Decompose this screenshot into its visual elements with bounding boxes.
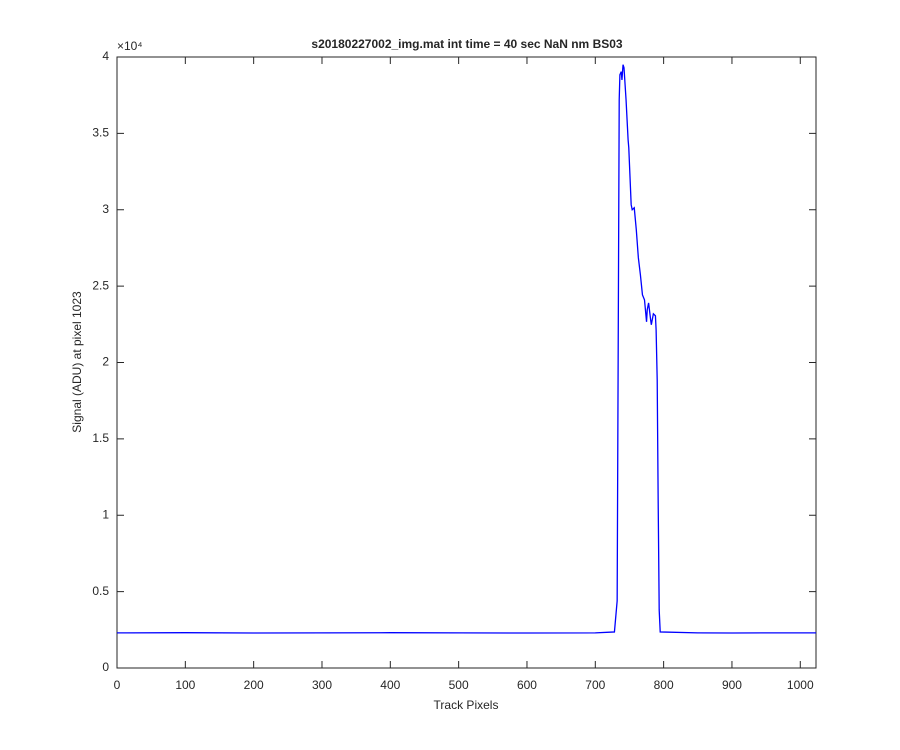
y-tick-label: 0 (102, 660, 109, 674)
y-tick-label: 3 (102, 202, 109, 216)
y-tick-label: 0.5 (92, 584, 109, 598)
x-tick-label: 900 (722, 678, 742, 692)
data-line (116, 64, 816, 634)
plot-area (116, 56, 817, 669)
y-tick-label: 2 (102, 355, 109, 369)
chart-title: s20180227002_img.mat int time = 40 sec N… (311, 37, 623, 51)
x-tick-label: 400 (380, 678, 400, 692)
x-tick-label: 0 (114, 678, 121, 692)
x-tick-label: 500 (449, 678, 469, 692)
x-tick-label: 1000 (787, 678, 814, 692)
y-exponent: ×10⁴ (117, 39, 143, 53)
x-tick-label: 200 (244, 678, 264, 692)
x-tick-label: 300 (312, 678, 332, 692)
y-axis-label: Signal (ADU) at pixel 1023 (70, 291, 84, 433)
y-tick-label: 2.5 (92, 278, 109, 292)
y-tick-label: 1 (102, 507, 109, 521)
x-tick-label: 100 (175, 678, 195, 692)
x-tick-label: 600 (517, 678, 537, 692)
x-tick-label: 800 (654, 678, 674, 692)
y-tick-label: 3.5 (92, 126, 109, 140)
x-axis-label: Track Pixels (434, 698, 499, 712)
x-tick-label: 700 (585, 678, 605, 692)
y-tick-label: 1.5 (92, 431, 109, 445)
y-tick-label: 4 (102, 49, 109, 63)
